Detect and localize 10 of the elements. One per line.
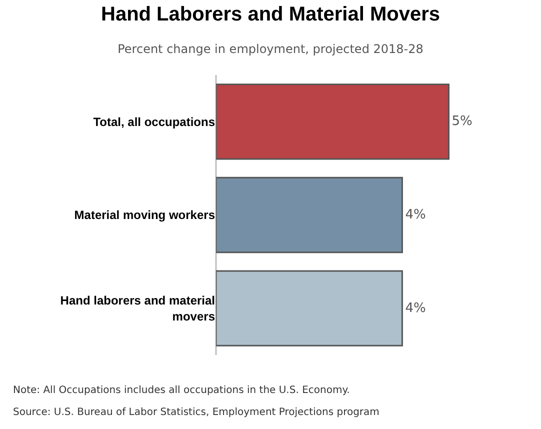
data-label: 4% bbox=[405, 208, 426, 222]
text: Note: All Occupations includes all occupations in the U.S. Economy. bbox=[13, 385, 350, 396]
y-tick-label: Material moving workers bbox=[74, 208, 216, 222]
y-tick-label: Hand laborers and material movers bbox=[60, 294, 216, 324]
chart-subtitle: Percent change in employment, projected 2018-28 bbox=[118, 42, 424, 56]
chart-title: Hand Laborers and Material Movers bbox=[101, 3, 440, 26]
y-tick-label: Total, all occupations bbox=[93, 114, 216, 129]
data-label: 4% bbox=[405, 300, 426, 316]
source-note: Source: U.S. Bureau of Labor Statistics, Employment Projections program bbox=[13, 407, 380, 418]
data-label: 5% bbox=[452, 114, 472, 130]
